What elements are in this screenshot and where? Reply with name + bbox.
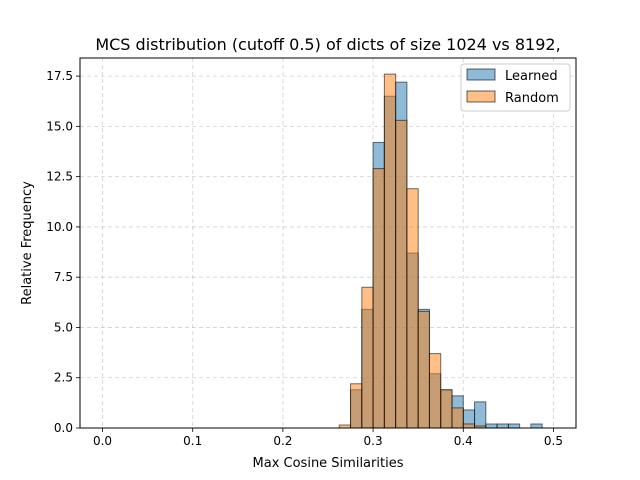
y-tick-label: 17.5 bbox=[46, 69, 73, 83]
histogram-bar-learned bbox=[507, 423, 521, 429]
y-tick-label: 7.5 bbox=[54, 270, 73, 284]
x-tick-label: 0.0 bbox=[93, 434, 112, 448]
histogram-bar-learned bbox=[474, 401, 487, 429]
histogram-bar-learned bbox=[496, 423, 509, 429]
histogram-bar-random bbox=[350, 383, 363, 429]
histogram-bar-random bbox=[406, 188, 419, 429]
grid-lines bbox=[80, 58, 576, 429]
histogram-bar-random bbox=[462, 423, 476, 429]
histogram-bar-random bbox=[383, 73, 397, 429]
histogram-bar-random bbox=[395, 119, 408, 429]
histogram-bar-learned bbox=[485, 423, 498, 429]
legend-swatch-learned bbox=[466, 68, 496, 81]
x-axis-label: Max Cosine Similarities bbox=[253, 456, 404, 471]
x-tick-label: 0.3 bbox=[364, 434, 383, 448]
histogram-bar-random bbox=[417, 310, 430, 429]
histogram-bar-random bbox=[361, 286, 374, 429]
x-tick-label: 0.2 bbox=[273, 434, 292, 448]
y-tick-label: 10.0 bbox=[46, 220, 73, 234]
y-axis-ticks: 0.0 2.5 5.0 7.5 10.0 12.5 15.0 17.5 bbox=[46, 69, 80, 435]
legend: Learned Random bbox=[460, 63, 571, 112]
legend-label-random: Random bbox=[505, 91, 559, 106]
plot-frame bbox=[79, 57, 577, 429]
y-tick-label: 12.5 bbox=[46, 170, 73, 184]
legend-swatch-random bbox=[466, 90, 496, 103]
legend-label-learned: Learned bbox=[505, 69, 558, 84]
y-tick-label: 5.0 bbox=[54, 320, 73, 334]
histogram-bar-random bbox=[428, 353, 442, 429]
series-random-bars bbox=[338, 73, 487, 429]
y-axis-label: Relative Frequency bbox=[20, 181, 35, 305]
y-tick-label: 0.0 bbox=[54, 421, 73, 435]
histogram-bar-learned bbox=[530, 423, 543, 429]
histogram-bar-random bbox=[451, 407, 464, 429]
y-tick-label: 2.5 bbox=[54, 371, 73, 385]
y-tick-label: 15.0 bbox=[46, 119, 73, 133]
x-tick-label: 0.4 bbox=[454, 434, 473, 448]
x-tick-label: 0.1 bbox=[183, 434, 202, 448]
histogram-bar-random bbox=[440, 389, 453, 429]
x-axis-ticks: 0.0 0.1 0.2 0.3 0.4 0.5 bbox=[93, 428, 563, 448]
histogram-bar-random bbox=[372, 168, 385, 429]
x-tick-label: 0.5 bbox=[544, 434, 563, 448]
chart-title: MCS distribution (cutoff 0.5) of dicts o… bbox=[95, 35, 560, 54]
